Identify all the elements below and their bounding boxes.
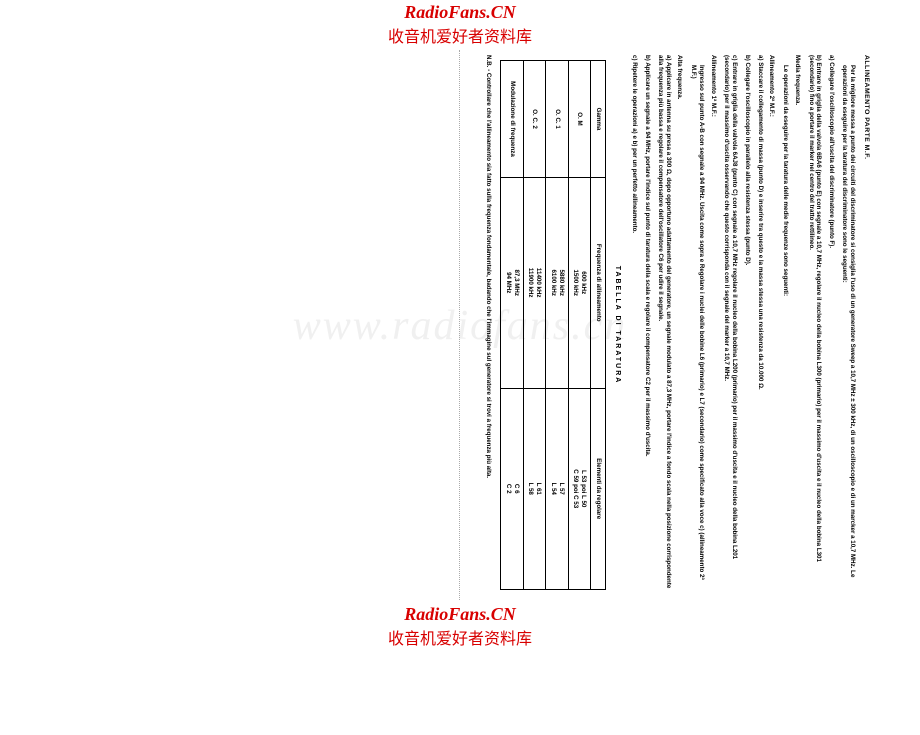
watermark-tag: 收音机爱好者资料库 [0,625,920,649]
page-fold-line [459,50,460,600]
table-row: Modulazione di frequenza 87,3 MHz94 MHz … [501,61,524,589]
cell-gamma: Modulazione di frequenza [501,61,524,177]
intro-text: Per la migliore messa a punto dei circui… [840,55,856,595]
allin2-c: c) Entrare in griglia della valvola 6AJ8… [723,55,739,595]
watermark-site: RadioFans.CN [0,2,920,23]
watermark-bottom: RadioFans.CN 收音机爱好者资料库 [0,604,920,649]
cell-elem: L 61L 58 [523,388,546,589]
document-body: ALLINEAMENTO PARTE M.F. Per la migliore … [50,55,870,595]
alta-a: a) Applicare in antenna su presa a 300 Ω… [656,55,672,595]
media-freq-text: Le operazioni da eseguire per la taratur… [781,55,789,595]
cell-freq: 5880 kHz6100 kHz [546,177,569,388]
tuning-table: Gamma Frequenza di allineamento Elementi… [500,60,606,589]
alta-b: b) Applicare un segnale a 94 MHz, portar… [643,55,651,595]
nb-note: N.B. - Controllare che l'allineamento si… [484,55,492,595]
allin1-text: Ingresso sul punto A-B con segnale a 94 … [689,55,705,595]
table-row: O. C. 2 11400 kHz11900 kHz L 61L 58 [523,61,546,589]
watermark-site: RadioFans.CN [0,604,920,625]
allin1-head: Allineamento 1ª M.F.: [709,55,717,595]
cell-freq: 600 kHz1500 kHz [568,177,591,388]
alta-head: Alta frequenza. [676,55,684,595]
cell-gamma: O. C. 2 [523,61,546,177]
cell-elem: L 57L 54 [546,388,569,589]
cell-freq: 87,3 MHz94 MHz [501,177,524,388]
table-header: Frequenza di allineamento [591,177,606,388]
cell-gamma: O. C. 1 [546,61,569,177]
watermark-tag: 收音机爱好者资料库 [0,23,920,47]
cell-gamma: O. M [568,61,591,177]
watermark-top: RadioFans.CN 收音机爱好者资料库 [0,2,920,47]
cell-freq: 11400 kHz11900 kHz [523,177,546,388]
media-freq-head: Media frequenza. [793,55,801,595]
allin2-b: b) Collegare l'oscilloscopio in parallel… [743,55,751,595]
page-title: ALLINEAMENTO PARTE M.F. [862,55,870,595]
step-b: b) Entrare in griglia della valvola 6BA6… [807,55,823,595]
alta-c: c) Ripetere le operazioni a) e b) per un… [631,55,639,595]
table-header: Gamma [591,61,606,177]
step-a: a) Collegare l'oscilloscopio all'uscita … [827,55,835,595]
cell-elem: C 6C 2 [501,388,524,589]
allin2-a: a) Staccare il collegamento di massa (pu… [756,55,764,595]
table-row: O. C. 1 5880 kHz6100 kHz L 57L 54 [546,61,569,589]
table-row: O. M 600 kHz1500 kHz L 53 poi L 50C 59 p… [568,61,591,589]
allin2-head: Allineamento 2ª M.F.: [768,55,776,595]
table-header-row: Gamma Frequenza di allineamento Elementi… [591,61,606,589]
table-title: TABELLA DI TARATURA [612,55,621,595]
table-header: Elementi da regolare [591,388,606,589]
cell-elem: L 53 poi L 50C 59 poi C 53 [568,388,591,589]
